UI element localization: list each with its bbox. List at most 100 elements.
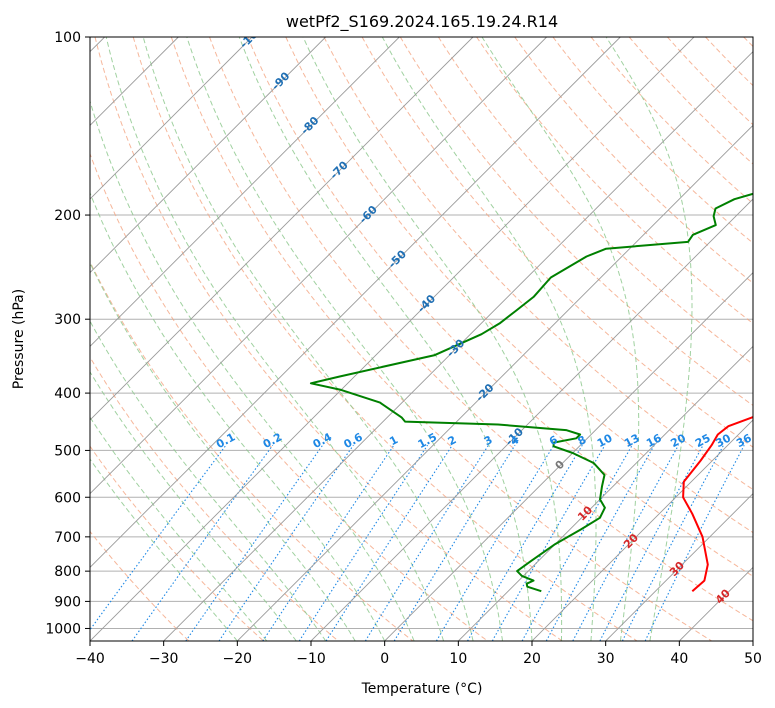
x-tick-label: 0: [380, 651, 389, 667]
dry-adiabat: [90, 445, 264, 641]
moist-adiabat: [605, 37, 693, 641]
dry-adiabat: [170, 37, 712, 641]
line-labels: -100-90-80-70-60-50-40-30-20-10010203040…: [214, 37, 754, 607]
isotherm: [237, 124, 753, 641]
moist-adiabat: [90, 191, 386, 641]
dry-adiabat: [209, 37, 753, 622]
mixing-ratio-line: [90, 444, 227, 631]
mixing-ratio-line: [262, 444, 395, 641]
mixing-ratio-line: [131, 444, 274, 641]
chart-title: wetPf2_S169.2024.165.19.24.R14: [286, 12, 558, 32]
isotherm: [90, 37, 621, 568]
y-axis-title: Pressure (hPa): [11, 289, 27, 389]
dry-adiabat: [94, 37, 563, 641]
isotherm: [90, 37, 695, 641]
dry-adiabat: [285, 37, 753, 534]
mixing-ratio-line: [599, 444, 704, 641]
mixing-ratio-line: [621, 444, 724, 641]
dry-adiabat: [437, 37, 753, 365]
moist-adiabat: [90, 261, 356, 641]
y-tick-label: 300: [54, 312, 81, 328]
y-tick-label: 100: [54, 30, 81, 46]
x-tick-label: −40: [75, 651, 105, 667]
x-axis-title: Temperature (°C): [361, 681, 483, 697]
y-tick-label: 600: [54, 490, 81, 506]
y-tick-label: 1000: [45, 621, 81, 637]
dry-adiabat: [399, 37, 753, 407]
dry-adiabat: [90, 530, 190, 641]
isotherm: [310, 198, 753, 641]
dry-adiabat: [323, 37, 753, 491]
isotherm: [163, 51, 753, 641]
isotherm: [605, 493, 753, 641]
moist-adiabats: [90, 37, 693, 641]
isotherm: [752, 640, 753, 641]
mixing-ratio-label: 36: [734, 431, 754, 450]
mixing-ratio-line: [644, 444, 745, 641]
y-tick-label: 700: [54, 530, 81, 546]
mixing-ratio-line: [218, 444, 354, 641]
dry-adiabat: [361, 37, 753, 448]
temperature-profile: [682, 416, 753, 592]
x-tick-label: 20: [523, 651, 541, 667]
x-tick-label: −10: [296, 651, 326, 667]
isotherm: [90, 37, 474, 421]
dry-adiabat: [514, 37, 753, 284]
x-tick-label: −30: [149, 651, 179, 667]
mixing-ratio-lines: [90, 444, 745, 641]
dry-adiabats: [90, 37, 753, 641]
y-tick-label: 800: [54, 564, 81, 580]
moist-adiabat: [105, 37, 445, 641]
grid: [90, 37, 753, 629]
mixing-ratio-label: 16: [644, 431, 664, 450]
mixing-ratio-line: [467, 444, 583, 641]
dry-adiabat: [90, 152, 488, 641]
moist-adiabat: [302, 37, 563, 641]
plot-frame: [89, 36, 754, 642]
x-tick-label: 50: [744, 651, 762, 667]
moist-adiabat: [238, 37, 533, 641]
moist-adiabat: [90, 320, 327, 641]
plot-background: [90, 37, 753, 641]
dry-adiabat: [476, 37, 753, 325]
mixing-ratio-line: [491, 444, 606, 641]
mixing-ratio-label: 13: [622, 431, 642, 450]
y-tick-label: 500: [54, 443, 81, 459]
x-axis: −40 −30 −20 −10 0 10 20 30 40 50: [75, 641, 762, 667]
mixing-ratio-line: [572, 444, 679, 641]
moist-adiabat: [381, 37, 597, 641]
moist-adiabat: [142, 37, 474, 641]
y-axis: 100 200 300 400 500 600 700 800 900 1000: [45, 30, 90, 637]
mixing-ratio-label: 30: [713, 431, 733, 450]
isotherm: [90, 37, 253, 200]
mixing-ratio-label: 25: [693, 431, 713, 450]
isotherm: [384, 272, 753, 641]
dry-adiabat: [247, 37, 753, 577]
mixing-ratio-line: [435, 444, 555, 641]
dewpoint-profile: [309, 192, 753, 593]
moist-adiabat: [481, 37, 640, 641]
mixing-ratio-label: 10: [595, 431, 615, 450]
mixing-ratio-line: [545, 444, 655, 641]
mixing-ratio-line: [521, 444, 633, 641]
dry-adiabat: [132, 37, 638, 641]
y-tick-label: 400: [54, 386, 81, 402]
x-tick-label: 30: [597, 651, 615, 667]
isotherm: [90, 37, 547, 495]
x-tick-label: 40: [670, 651, 688, 667]
dry-adiabat: [90, 260, 414, 641]
y-tick-label: 900: [54, 594, 81, 610]
moist-adiabat: [90, 416, 268, 641]
moist-adiabat: [90, 458, 238, 641]
mixing-ratio-label: 20: [668, 431, 688, 450]
mixing-ratio-line: [185, 444, 324, 641]
dry-adiabat: [90, 356, 339, 641]
data-series: [309, 192, 753, 593]
mixing-ratio-line: [364, 444, 489, 641]
isotherm: [90, 37, 326, 274]
isotherm: [458, 345, 753, 641]
isotherm: [531, 419, 753, 641]
isotherms: [90, 37, 753, 641]
x-tick-label: −20: [223, 651, 253, 667]
